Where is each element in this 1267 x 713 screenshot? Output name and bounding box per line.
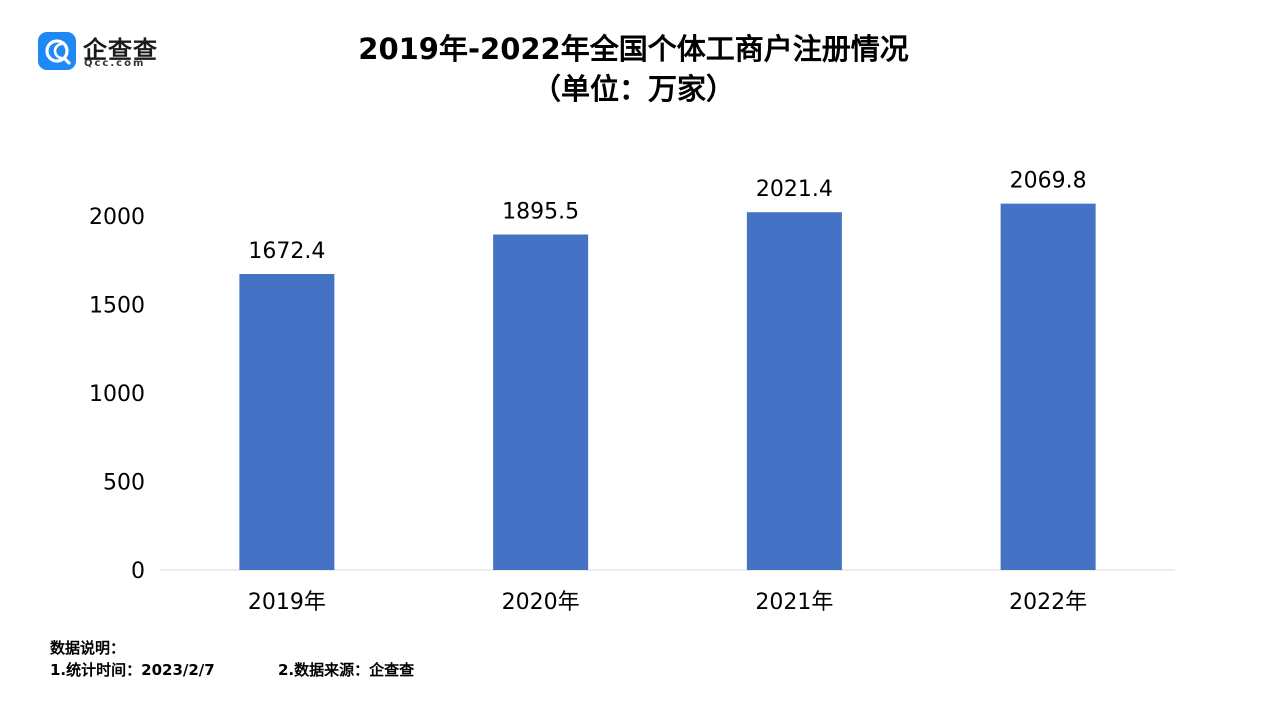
note-stat-time: 1.统计时间：2023/2/7 bbox=[50, 661, 215, 679]
bar bbox=[1000, 203, 1096, 571]
chart-title: 2019年-2022年全国个体工商户注册情况 bbox=[358, 32, 909, 66]
data-label: 1672.4 bbox=[248, 239, 325, 264]
qcc-logo: 企查查 Qcc.com bbox=[38, 32, 178, 74]
y-tick-label: 500 bbox=[103, 471, 145, 496]
x-tick-label: 2020年 bbox=[502, 590, 580, 615]
y-tick-label: 1000 bbox=[89, 382, 145, 407]
logo-domain: Qcc.com bbox=[84, 58, 146, 69]
data-label: 1895.5 bbox=[502, 199, 579, 224]
data-label: 2069.8 bbox=[1010, 169, 1087, 194]
note-data-source: 2.数据来源：企查查 bbox=[278, 661, 415, 679]
x-tick-label: 2021年 bbox=[755, 590, 833, 615]
y-tick-label: 1500 bbox=[89, 294, 145, 319]
notes-heading: 数据说明： bbox=[50, 639, 126, 657]
x-tick-label: 2019年 bbox=[248, 590, 326, 615]
x-tick-label: 2022年 bbox=[1009, 590, 1087, 615]
y-tick-label: 0 bbox=[131, 559, 145, 584]
bar bbox=[746, 212, 842, 570]
bar bbox=[493, 234, 589, 570]
data-label: 2021.4 bbox=[756, 177, 833, 202]
qcc-logo-icon bbox=[38, 32, 76, 70]
y-tick-label: 2000 bbox=[89, 205, 145, 230]
logo-name: 企查查 bbox=[83, 36, 158, 64]
chart-unit-subtitle: （单位：万家） bbox=[531, 72, 735, 106]
bar bbox=[239, 273, 335, 570]
